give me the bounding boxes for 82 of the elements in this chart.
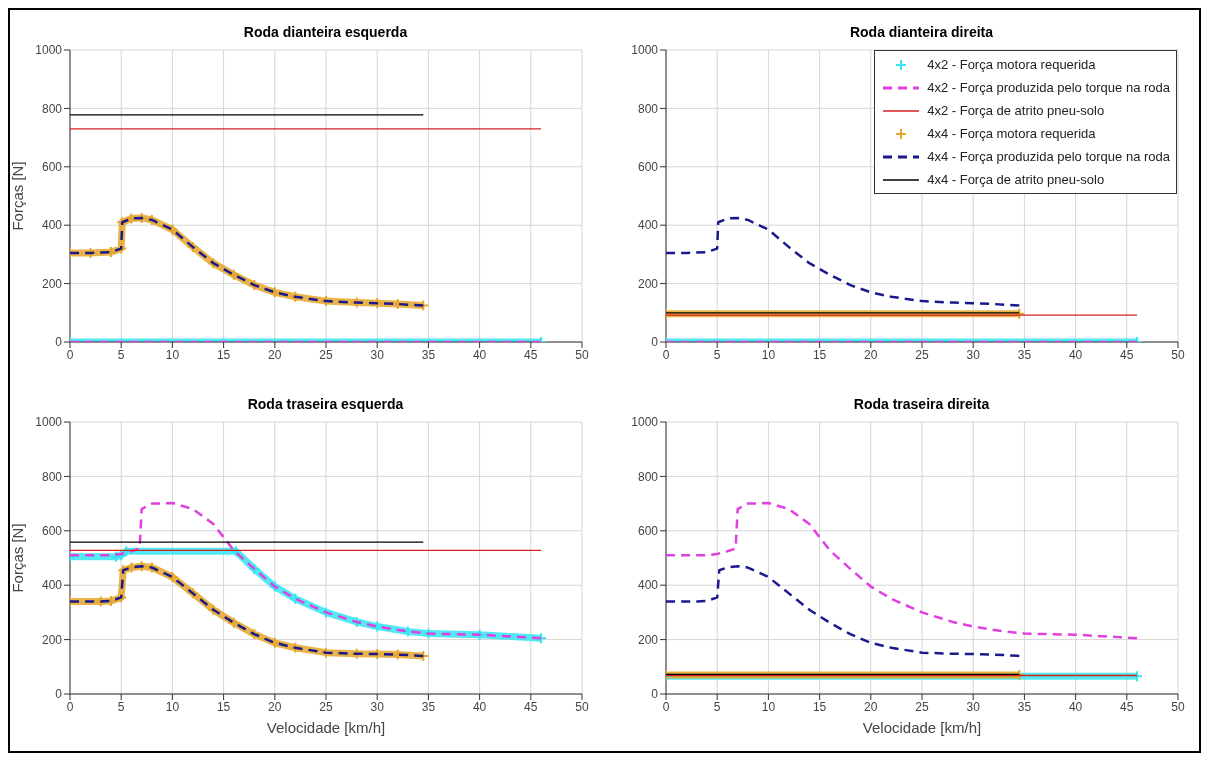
- x-tick-label: 30: [966, 347, 981, 362]
- x-tick-label: 40: [1068, 699, 1083, 714]
- x-tick-label: 10: [761, 347, 776, 362]
- x-tick-label: 25: [915, 347, 929, 362]
- y-tick-label: 1000: [35, 43, 63, 58]
- x-tick-label: 5: [713, 699, 721, 714]
- x-tick-label: 10: [761, 699, 776, 714]
- y-axis-title: Forças [N]: [9, 523, 27, 593]
- x-tick-label: 20: [864, 347, 878, 362]
- y-tick-label: 800: [637, 469, 659, 484]
- y-tick-label: 600: [637, 160, 659, 175]
- x-tick-label: 50: [575, 347, 589, 362]
- x-tick-label: 40: [472, 347, 487, 362]
- chart-title: Roda traseira esquerda: [246, 395, 405, 414]
- x-tick-label: 5: [117, 699, 125, 714]
- y-tick-label: 600: [41, 160, 63, 175]
- x-tick-label: 15: [216, 699, 231, 714]
- x-tick-label: 35: [421, 347, 436, 362]
- y-tick-label: 0: [651, 335, 659, 350]
- x-tick-label: 25: [915, 699, 929, 714]
- x-tick-label: 45: [1120, 699, 1134, 714]
- x-tick-label: 50: [575, 699, 589, 714]
- x-tick-label: 30: [966, 699, 981, 714]
- x-tick-label: 30: [370, 347, 385, 362]
- y-tick-label: 600: [637, 524, 659, 539]
- legend-label: 4x4 - Força produzida pelo torque na roda: [927, 149, 1170, 164]
- y-tick-label: 0: [55, 687, 63, 702]
- x-tick-label: 45: [1120, 347, 1134, 362]
- legend-label: 4x2 - Força de atrito pneu-solo: [927, 103, 1105, 118]
- y-tick-label: 1000: [35, 415, 63, 430]
- x-tick-label: 45: [524, 699, 538, 714]
- y-tick-label: 1000: [631, 415, 659, 430]
- x-tick-label: 5: [117, 347, 125, 362]
- x-tick-label: 10: [165, 347, 180, 362]
- legend-label: 4x4 - Força motora requerida: [927, 126, 1096, 141]
- x-tick-label: 35: [421, 699, 436, 714]
- x-tick-label: 0: [66, 699, 74, 714]
- x-tick-label: 25: [319, 699, 333, 714]
- y-tick-label: 1000: [631, 43, 659, 58]
- x-axis-title: Velocidade [km/h]: [862, 718, 982, 736]
- x-axis-title: Velocidade [km/h]: [266, 718, 386, 736]
- x-tick-label: 45: [524, 347, 538, 362]
- legend-label: 4x2 - Força produzida pelo torque na roda: [927, 80, 1170, 95]
- y-tick-label: 400: [637, 218, 659, 233]
- chart-title: Roda traseira direita: [852, 395, 991, 414]
- x-tick-label: 0: [662, 347, 670, 362]
- y-tick-label: 400: [41, 218, 63, 233]
- y-tick-label: 400: [41, 578, 63, 593]
- y-tick-label: 200: [637, 632, 659, 647]
- y-tick-label: 0: [55, 335, 63, 350]
- y-tick-label: 200: [637, 276, 659, 291]
- legend-label: 4x4 - Força de atrito pneu-solo: [927, 172, 1105, 187]
- x-tick-label: 0: [66, 347, 74, 362]
- chart-title: Roda dianteira direita: [848, 23, 995, 42]
- legend-label: 4x2 - Força motora requerida: [927, 57, 1096, 72]
- y-tick-label: 600: [41, 524, 63, 539]
- x-tick-label: 15: [812, 347, 827, 362]
- y-tick-label: 800: [41, 469, 63, 484]
- y-tick-label: 800: [637, 101, 659, 116]
- x-tick-label: 40: [1068, 347, 1083, 362]
- x-tick-label: 10: [165, 699, 180, 714]
- x-tick-label: 25: [319, 347, 333, 362]
- y-axis-title: Forças [N]: [9, 161, 27, 231]
- x-tick-label: 15: [812, 699, 827, 714]
- x-tick-label: 50: [1171, 347, 1185, 362]
- x-tick-label: 50: [1171, 699, 1185, 714]
- y-tick-label: 200: [41, 632, 63, 647]
- x-tick-label: 15: [216, 347, 231, 362]
- x-tick-label: 0: [662, 699, 670, 714]
- x-tick-label: 40: [472, 699, 487, 714]
- x-tick-label: 35: [1017, 699, 1032, 714]
- y-tick-label: 200: [41, 276, 63, 291]
- x-tick-label: 30: [370, 699, 385, 714]
- x-tick-label: 20: [268, 347, 282, 362]
- y-tick-label: 0: [651, 687, 659, 702]
- y-tick-label: 800: [41, 101, 63, 116]
- x-tick-label: 20: [268, 699, 282, 714]
- chart-title: Roda dianteira esquerda: [242, 23, 409, 42]
- x-tick-label: 5: [713, 347, 721, 362]
- x-tick-label: 20: [864, 699, 878, 714]
- y-tick-label: 400: [637, 578, 659, 593]
- x-tick-label: 35: [1017, 347, 1032, 362]
